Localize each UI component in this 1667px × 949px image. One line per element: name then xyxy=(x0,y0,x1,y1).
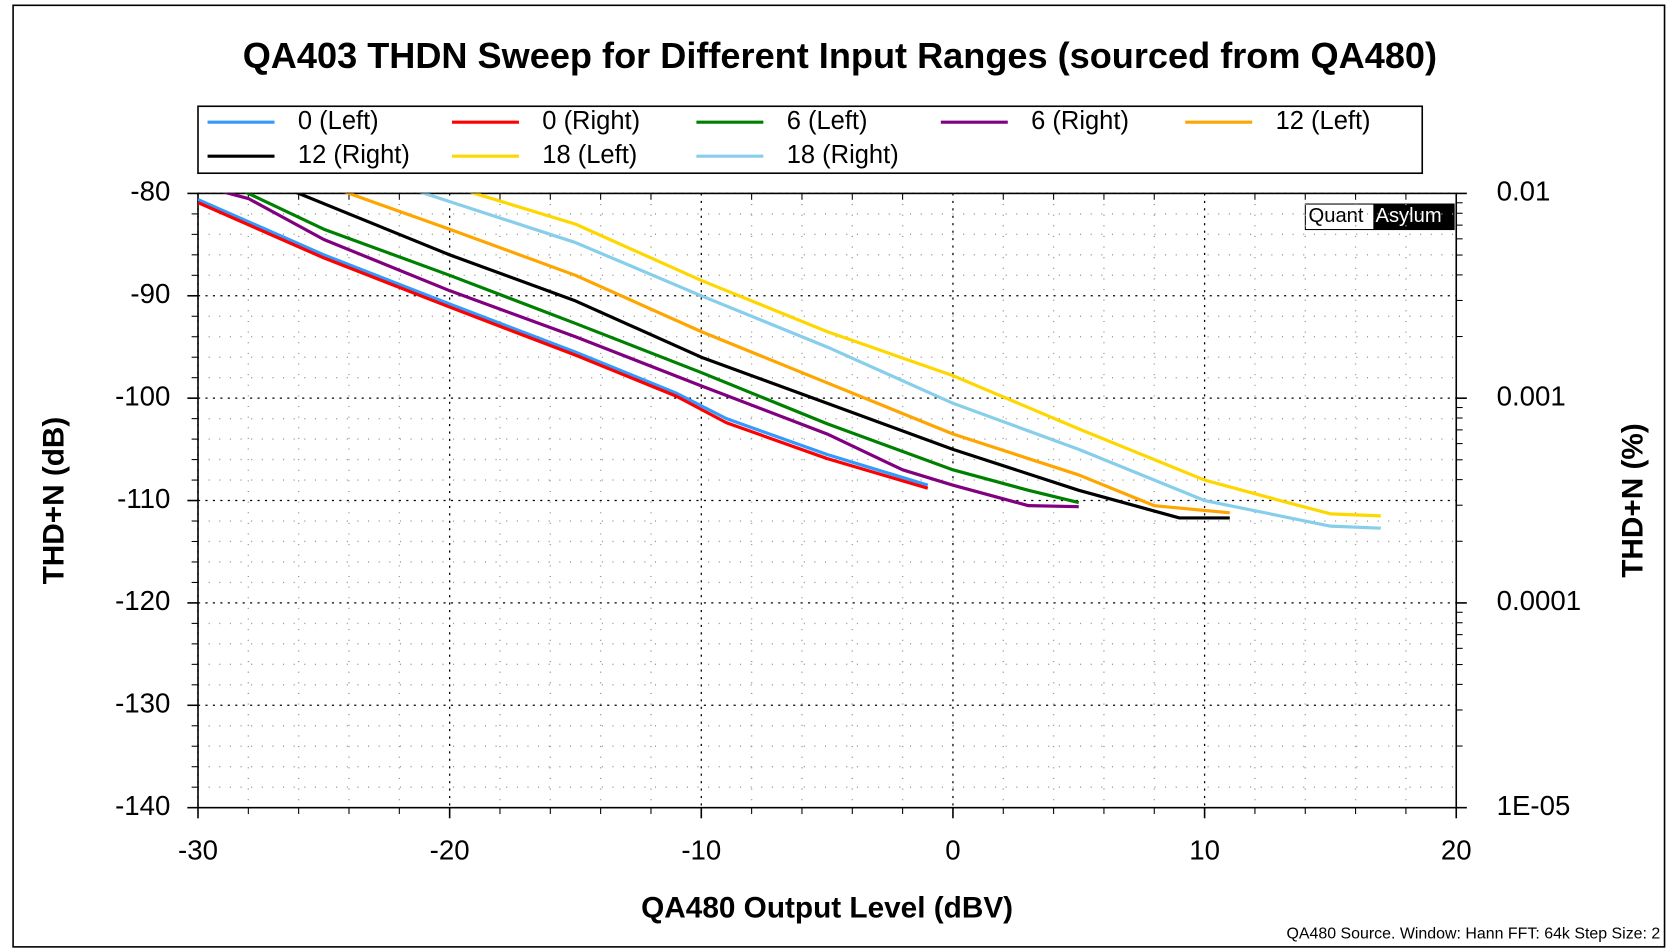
series-line xyxy=(244,193,1080,505)
y-axis-label: THD+N (dB) xyxy=(37,417,70,585)
series-line xyxy=(293,193,1230,520)
series-line xyxy=(197,198,929,487)
logo-text: Asylum xyxy=(1375,205,1441,227)
plot-lines xyxy=(197,193,1381,530)
y2-axis-label: THD+N (%) xyxy=(1617,423,1650,578)
logo-text: Quant xyxy=(1309,205,1364,227)
legend-label: 12 (Right) xyxy=(298,141,410,169)
x-tick-label: 20 xyxy=(1441,835,1472,866)
legend-label: 6 (Right) xyxy=(1031,107,1129,135)
series-line xyxy=(222,193,1079,509)
x-axis-label: QA480 Output Level (dBV) xyxy=(641,892,1013,925)
legend-label: 12 (Left) xyxy=(1276,107,1371,135)
legend-label: 18 (Left) xyxy=(542,141,637,169)
series-line xyxy=(344,193,1230,515)
y-tick-label: -100 xyxy=(115,380,170,411)
y2-tick-label: 0.01 xyxy=(1497,176,1551,207)
x-tick-label: 10 xyxy=(1189,835,1220,866)
y-tick-label: -130 xyxy=(115,688,170,719)
y-tick-label: -110 xyxy=(117,483,170,514)
y-tick-label: -140 xyxy=(115,790,170,821)
x-tick-label: -10 xyxy=(681,835,721,866)
legend-box xyxy=(197,105,1424,175)
series-line xyxy=(419,193,1381,530)
legend-label: 0 (Left) xyxy=(298,107,379,135)
y2-tick-label: 0.0001 xyxy=(1497,585,1582,616)
logo-dark xyxy=(1373,204,1455,230)
y2-tick-label: 1E-05 xyxy=(1497,790,1571,821)
y-tick-label: -120 xyxy=(115,585,170,616)
legend-label: 6 (Left) xyxy=(787,107,868,135)
footnote: QA480 Source. Window: Hann FFT: 64k Step… xyxy=(1286,925,1660,942)
series-line xyxy=(469,193,1381,518)
x-tick-label: -20 xyxy=(430,835,470,866)
y-tick-label: -90 xyxy=(130,278,170,309)
plot-border xyxy=(197,192,1458,809)
x-tick-label: -30 xyxy=(178,835,218,866)
y-tick-label: -80 xyxy=(130,176,170,207)
y2-tick-label: 0.001 xyxy=(1497,380,1566,411)
series-line xyxy=(197,201,929,490)
x-tick-label: 0 xyxy=(945,835,960,866)
legend-label: 0 (Right) xyxy=(542,107,640,135)
chart-title: QA403 THDN Sweep for Different Input Ran… xyxy=(243,35,1437,76)
legend-label: 18 (Right) xyxy=(787,141,899,169)
